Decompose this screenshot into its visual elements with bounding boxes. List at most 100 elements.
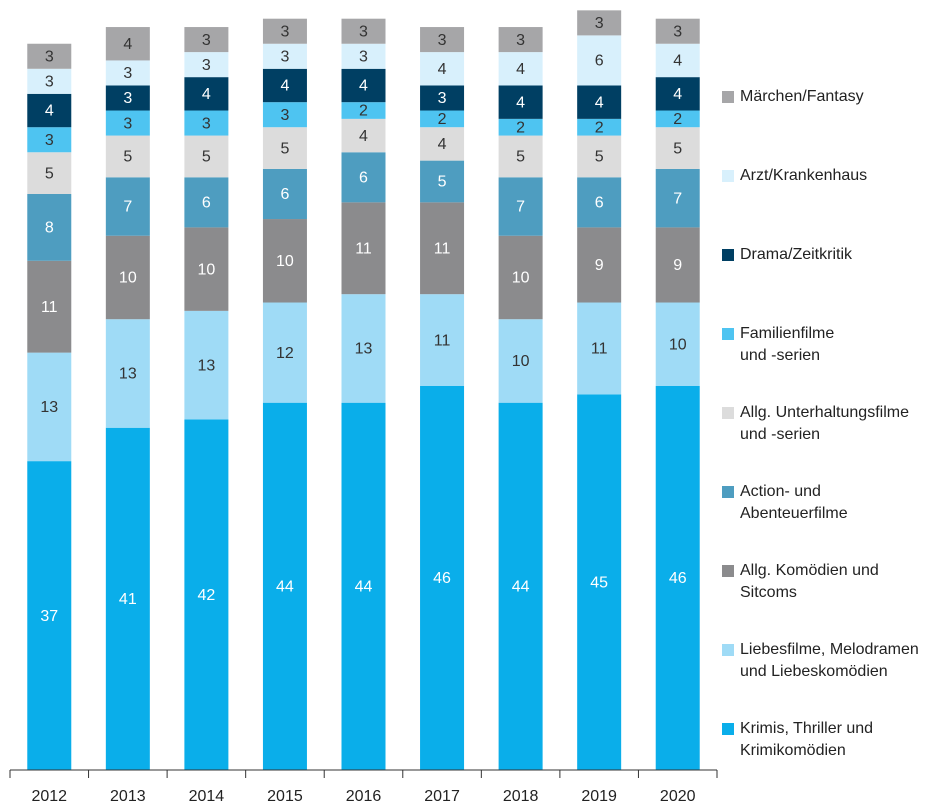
bar-segment [105,85,150,111]
bar-segment [577,85,622,119]
value-label: 2 [359,103,368,120]
value-label: 5 [438,174,447,191]
bar-segment [577,227,622,303]
value-label: 10 [512,270,530,287]
legend-swatch [722,170,734,182]
value-label: 11 [434,240,451,257]
bar-segment [420,27,465,53]
bar-segment [262,402,307,770]
bar-segment [498,319,543,403]
bar-segment [341,202,386,295]
value-label: 3 [123,90,132,107]
bar-segment [105,235,150,320]
value-label: 10 [276,253,294,270]
value-label: 9 [673,257,682,274]
value-label: 3 [438,90,447,107]
bar-segment [655,43,700,78]
legend-label: Krimis, Thriller und Krimikomödien [740,720,874,759]
bar-segment [655,227,700,303]
value-label: 37 [40,608,58,625]
bar-segment [655,110,700,128]
bar-segment [262,302,307,403]
bar-segment [184,135,229,178]
bar-segment [341,18,386,44]
value-label: 3 [359,23,368,40]
bar-segment [27,93,72,128]
bar-segment [420,52,465,86]
value-label: 4 [280,78,289,95]
value-label: 4 [673,53,682,70]
bar-segment [655,127,700,169]
legend-item: Märchen/Fantasy [722,86,864,108]
value-label: 3 [595,15,604,32]
value-label: 41 [119,591,137,608]
value-label: 4 [45,103,54,120]
value-label: 46 [433,570,451,587]
bar-segment [655,168,700,228]
legend-label: Allg. Unterhaltungsfilme und -serien [740,404,909,443]
bar-segment [420,110,465,128]
value-label: 4 [359,78,368,95]
bar-segment [27,260,72,353]
bar-segment [184,227,229,311]
value-label: 4 [595,94,604,111]
value-label: 44 [276,579,294,596]
bar-segment [262,102,307,128]
x-tick-label: 2014 [189,788,225,805]
legend-swatch [722,565,734,577]
bar-segment [498,235,543,320]
value-label: 5 [673,140,682,157]
value-label: 13 [197,357,215,374]
bar-segment [184,77,229,111]
bar-segment [27,68,72,94]
value-label: 11 [355,240,372,257]
value-label: 3 [123,115,132,132]
value-label: 3 [438,32,447,49]
value-label: 6 [359,170,368,187]
bar-segment [498,177,543,236]
value-label: 5 [595,149,604,166]
value-label: 4 [516,61,525,78]
value-label: 44 [355,579,373,596]
bar-segment [420,85,465,111]
legend-swatch [722,723,734,735]
legend-label: Allg. Komödien und Sitcoms [740,562,879,601]
bar-segment [184,110,229,136]
bar-segment [184,310,229,420]
value-label: 2 [516,119,525,136]
x-tick-label: 2018 [503,788,539,805]
bar-segment [498,85,543,119]
legend-item: Action- und Abenteuerfilme [722,481,848,525]
value-label: 10 [669,336,687,353]
value-label: 3 [516,32,525,49]
bar-segment [341,152,386,203]
legend-label: Action- und Abenteuerfilme [740,483,848,522]
value-label: 11 [434,332,451,349]
value-label: 13 [355,341,373,358]
value-label: 2 [673,111,682,128]
value-label: 4 [438,61,447,78]
value-label: 12 [276,345,294,362]
value-label: 6 [595,195,604,212]
bar-segment [27,352,72,462]
bar-segment [184,177,229,228]
legend-swatch [722,91,734,103]
value-label: 7 [123,199,132,216]
value-label: 10 [512,353,530,370]
bar-segment [341,68,386,103]
value-label: 10 [119,270,137,287]
x-tick-label: 2020 [660,788,696,805]
bar-segment [27,152,72,194]
bar-segment [341,43,386,69]
value-label: 6 [595,53,604,70]
x-tick-label: 2016 [346,788,382,805]
bar-segment [577,118,622,136]
legend-item: Arzt/Krankenhaus [722,165,867,187]
bar-segment [498,27,543,53]
bar-segment [262,43,307,69]
value-label: 3 [202,32,211,49]
bar-segment [262,219,307,303]
bar-segment [105,135,150,178]
value-label: 7 [516,199,525,216]
bar-segment [262,127,307,169]
